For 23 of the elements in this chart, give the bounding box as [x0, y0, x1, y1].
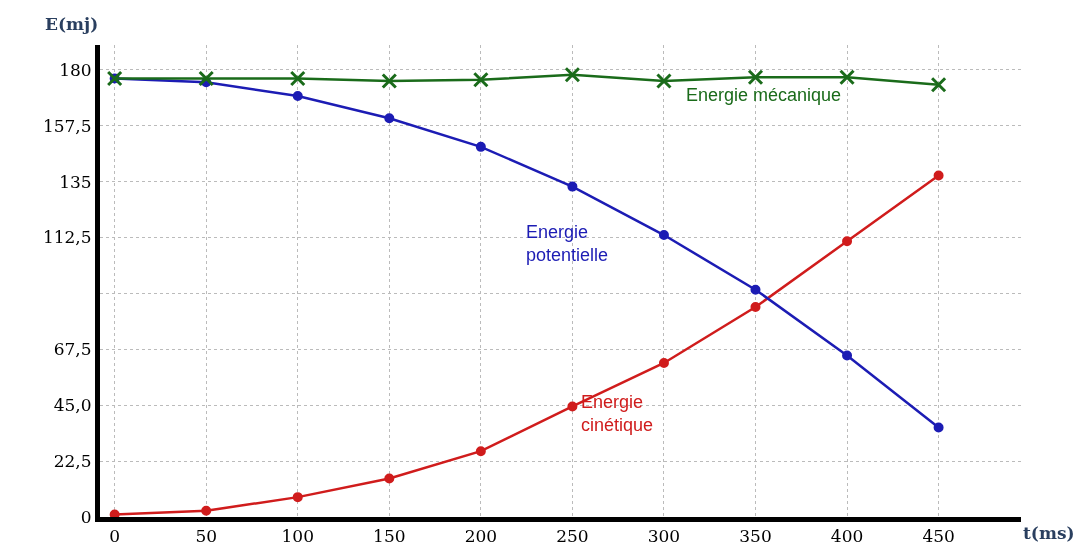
x-tick-label: 450: [922, 526, 955, 547]
x-tick-label: 150: [373, 526, 406, 547]
y-tick-label: 22,5: [53, 451, 92, 472]
y-axis-title: E(mj): [45, 14, 99, 34]
y-tick-label: 135: [59, 171, 92, 192]
x-tick-label: 250: [556, 526, 589, 547]
series-label: Energie mécanique: [686, 85, 842, 105]
x-tick-label: 350: [739, 526, 772, 547]
y-tick-label: 180: [59, 59, 92, 80]
x-tick-label: 300: [647, 526, 681, 547]
y-tick-label: 45,0: [53, 395, 92, 416]
x-tick-label: 0: [109, 526, 121, 547]
x-axis-title: t(ms): [1023, 523, 1075, 543]
x-tick-label: 100: [281, 526, 314, 547]
y-tick-label: 67,5: [53, 339, 92, 360]
y-tick-label: 157,5: [42, 115, 92, 136]
x-tick-label: 400: [830, 526, 864, 547]
series-label: Energie cinétique: [581, 392, 654, 436]
x-tick-label: 50: [195, 526, 218, 547]
y-tick-label: 0: [80, 506, 92, 527]
x-tick-label: 200: [464, 526, 498, 547]
series-label: Energie potentielle: [526, 222, 609, 266]
y-tick-label: 112,5: [42, 227, 92, 248]
